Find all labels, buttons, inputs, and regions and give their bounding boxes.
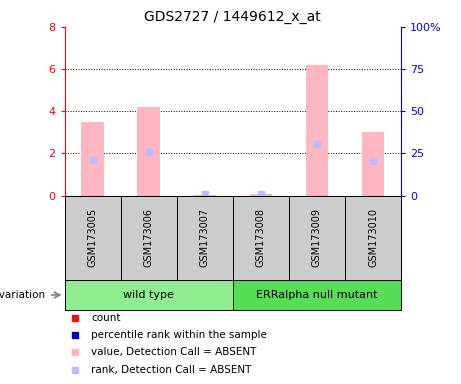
Text: rank, Detection Call = ABSENT: rank, Detection Call = ABSENT bbox=[91, 365, 252, 375]
Bar bbox=[177, 195, 233, 280]
Text: GSM173009: GSM173009 bbox=[312, 208, 322, 267]
Bar bbox=[345, 195, 401, 280]
Text: GSM173006: GSM173006 bbox=[144, 208, 154, 267]
Bar bbox=[233, 280, 401, 310]
Bar bbox=[137, 107, 160, 195]
Text: GSM173005: GSM173005 bbox=[88, 208, 98, 267]
Bar bbox=[289, 195, 345, 280]
Title: GDS2727 / 1449612_x_at: GDS2727 / 1449612_x_at bbox=[144, 10, 321, 25]
Bar bbox=[233, 195, 289, 280]
Bar bbox=[250, 194, 272, 195]
Text: percentile rank within the sample: percentile rank within the sample bbox=[91, 330, 267, 340]
Bar bbox=[65, 280, 233, 310]
Bar bbox=[362, 132, 384, 195]
Bar bbox=[306, 65, 328, 195]
Bar bbox=[65, 195, 121, 280]
Text: wild type: wild type bbox=[123, 290, 174, 300]
Bar bbox=[121, 195, 177, 280]
Bar bbox=[82, 122, 104, 195]
Text: GSM173007: GSM173007 bbox=[200, 208, 210, 267]
Text: GSM173008: GSM173008 bbox=[256, 208, 266, 267]
Text: GSM173010: GSM173010 bbox=[368, 208, 378, 267]
Text: value, Detection Call = ABSENT: value, Detection Call = ABSENT bbox=[91, 348, 257, 358]
Text: count: count bbox=[91, 313, 121, 323]
Text: ERRalpha null mutant: ERRalpha null mutant bbox=[256, 290, 378, 300]
Text: genotype/variation: genotype/variation bbox=[0, 290, 60, 300]
